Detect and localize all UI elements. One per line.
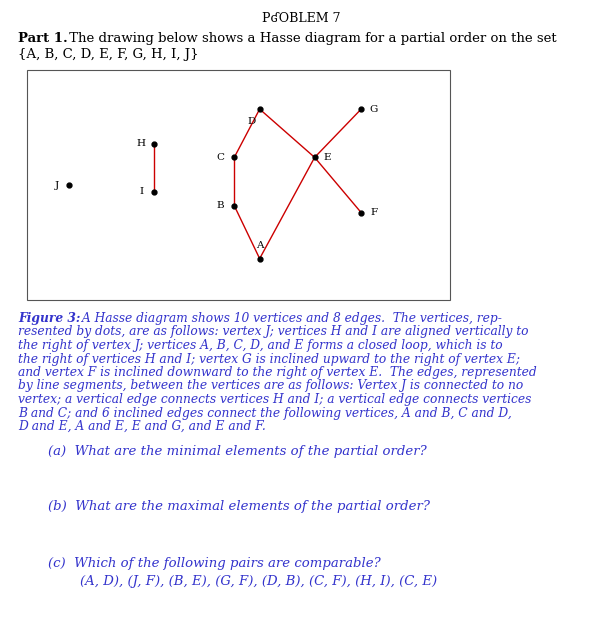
Text: H: H — [137, 139, 146, 148]
Text: F: F — [370, 208, 377, 217]
Text: {A, B, C, D, E, F, G, H, I, J}: {A, B, C, D, E, F, G, H, I, J} — [18, 48, 198, 61]
Text: resented by dots, are as follows: vertex J; vertices H and I are aligned vertica: resented by dots, are as follows: vertex… — [18, 326, 528, 339]
Text: A: A — [256, 241, 264, 250]
Text: the right of vertex J; vertices A, B, C, D, and E forms a closed loop, which is : the right of vertex J; vertices A, B, C,… — [18, 339, 503, 352]
Text: I: I — [139, 188, 144, 196]
Bar — [27, 70, 450, 300]
Text: G: G — [370, 104, 378, 114]
Text: E: E — [324, 153, 331, 162]
Text: D: D — [247, 117, 255, 126]
Text: (b)  What are the maximal elements of the partial order?: (b) What are the maximal elements of the… — [48, 500, 430, 513]
Text: (c)  Which of the following pairs are comparable?: (c) Which of the following pairs are com… — [48, 557, 380, 570]
Text: B: B — [217, 201, 224, 210]
Text: by line segments, between the vertices are as follows: Vertex J is connected to : by line segments, between the vertices a… — [18, 380, 523, 392]
Text: the right of vertices H and I; vertex G is inclined upward to the right of verte: the right of vertices H and I; vertex G … — [18, 353, 520, 365]
Text: B and C; and 6 inclined edges connect the following vertices, A and B, C and D,: B and C; and 6 inclined edges connect th… — [18, 406, 512, 419]
Text: D and E, A and E, E and G, and E and F.: D and E, A and E, E and G, and E and F. — [18, 420, 266, 433]
Text: The drawing below shows a Hasse diagram for a partial order on the set: The drawing below shows a Hasse diagram … — [65, 32, 557, 45]
Text: Part 1.: Part 1. — [18, 32, 68, 45]
Text: C: C — [216, 153, 225, 162]
Text: A Hasse diagram shows 10 vertices and 8 edges.  The vertices, rep-: A Hasse diagram shows 10 vertices and 8 … — [78, 312, 502, 325]
Text: and vertex F is inclined downward to the right of vertex E.  The edges, represen: and vertex F is inclined downward to the… — [18, 366, 537, 379]
Text: Figure 3:: Figure 3: — [18, 312, 80, 325]
Text: (A, D), (J, F), (B, E), (G, F), (D, B), (C, F), (H, I), (C, E): (A, D), (J, F), (B, E), (G, F), (D, B), … — [80, 575, 437, 588]
Text: J: J — [54, 180, 58, 189]
Text: vertex; a vertical edge connects vertices H and I; a vertical edge connects vert: vertex; a vertical edge connects vertice… — [18, 393, 531, 406]
Text: (a)  What are the minimal elements of the partial order?: (a) What are the minimal elements of the… — [48, 445, 427, 458]
Text: PʛOBLEM 7: PʛOBLEM 7 — [262, 12, 341, 25]
